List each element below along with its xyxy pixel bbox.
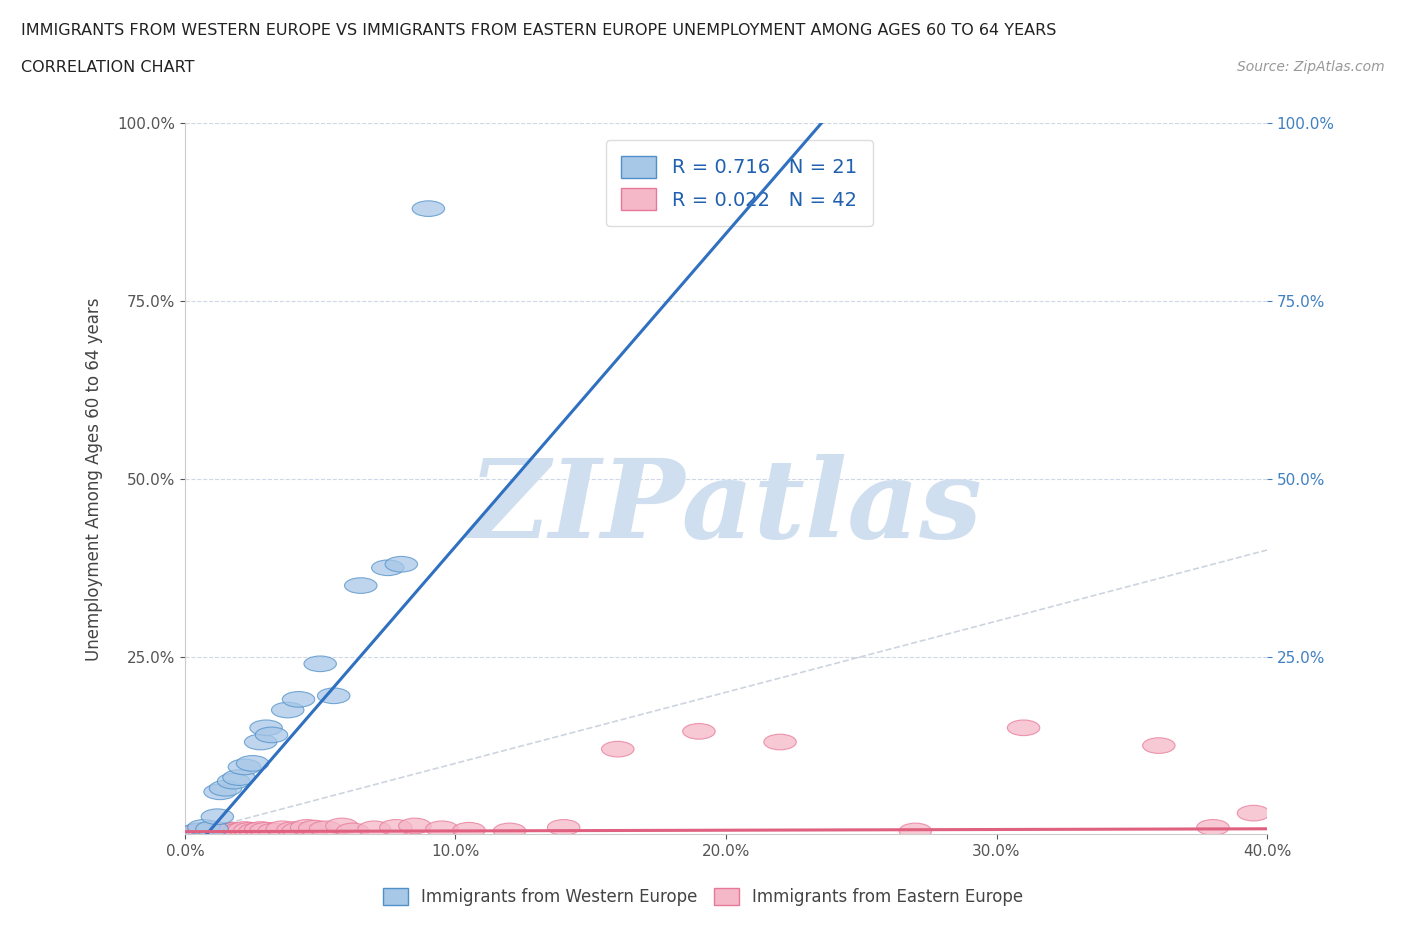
Ellipse shape: [763, 734, 796, 750]
Ellipse shape: [204, 824, 236, 840]
Ellipse shape: [245, 734, 277, 750]
Ellipse shape: [283, 822, 315, 838]
Ellipse shape: [190, 822, 222, 838]
Legend: R = 0.716   N = 21, R = 0.022   N = 42: R = 0.716 N = 21, R = 0.022 N = 42: [606, 140, 873, 226]
Ellipse shape: [222, 823, 256, 839]
Ellipse shape: [222, 770, 256, 786]
Ellipse shape: [1197, 819, 1229, 835]
Ellipse shape: [380, 819, 412, 835]
Ellipse shape: [898, 823, 932, 839]
Ellipse shape: [250, 822, 283, 838]
Ellipse shape: [209, 780, 242, 796]
Ellipse shape: [1007, 720, 1040, 736]
Ellipse shape: [256, 727, 288, 743]
Text: CORRELATION CHART: CORRELATION CHART: [21, 60, 194, 75]
Ellipse shape: [183, 823, 215, 839]
Ellipse shape: [277, 822, 309, 837]
Text: ZIPatlas: ZIPatlas: [470, 454, 983, 561]
Text: IMMIGRANTS FROM WESTERN EUROPE VS IMMIGRANTS FROM EASTERN EUROPE UNEMPLOYMENT AM: IMMIGRANTS FROM WESTERN EUROPE VS IMMIGR…: [21, 23, 1056, 38]
Ellipse shape: [309, 821, 342, 837]
Ellipse shape: [233, 822, 266, 838]
Ellipse shape: [195, 824, 228, 840]
Ellipse shape: [494, 823, 526, 839]
Ellipse shape: [193, 825, 225, 840]
Ellipse shape: [453, 822, 485, 838]
Ellipse shape: [228, 759, 260, 775]
Ellipse shape: [212, 824, 245, 840]
Ellipse shape: [239, 823, 271, 839]
Ellipse shape: [359, 821, 391, 837]
Ellipse shape: [209, 823, 242, 839]
Ellipse shape: [1143, 737, 1175, 753]
Ellipse shape: [271, 702, 304, 718]
Ellipse shape: [1237, 805, 1270, 821]
Ellipse shape: [371, 560, 404, 576]
Ellipse shape: [257, 823, 291, 839]
Ellipse shape: [236, 755, 269, 771]
Ellipse shape: [218, 774, 250, 789]
Ellipse shape: [228, 822, 260, 837]
Ellipse shape: [201, 823, 233, 839]
Ellipse shape: [283, 692, 315, 707]
Ellipse shape: [204, 784, 236, 800]
Ellipse shape: [412, 201, 444, 217]
Legend: Immigrants from Western Europe, Immigrants from Eastern Europe: Immigrants from Western Europe, Immigran…: [375, 881, 1031, 912]
Ellipse shape: [266, 821, 298, 837]
Ellipse shape: [291, 819, 323, 835]
Ellipse shape: [218, 822, 250, 838]
Ellipse shape: [207, 822, 239, 838]
Ellipse shape: [180, 825, 212, 840]
Ellipse shape: [304, 656, 336, 671]
Ellipse shape: [399, 818, 432, 834]
Ellipse shape: [245, 822, 277, 837]
Ellipse shape: [683, 724, 716, 739]
Ellipse shape: [195, 821, 228, 837]
Ellipse shape: [385, 556, 418, 572]
Y-axis label: Unemployment Among Ages 60 to 64 years: Unemployment Among Ages 60 to 64 years: [86, 298, 103, 660]
Text: Source: ZipAtlas.com: Source: ZipAtlas.com: [1237, 60, 1385, 74]
Ellipse shape: [201, 809, 233, 825]
Ellipse shape: [426, 821, 458, 837]
Ellipse shape: [298, 820, 330, 836]
Ellipse shape: [186, 823, 218, 839]
Ellipse shape: [318, 688, 350, 704]
Ellipse shape: [344, 578, 377, 593]
Ellipse shape: [187, 823, 221, 839]
Ellipse shape: [336, 823, 368, 839]
Ellipse shape: [602, 741, 634, 757]
Ellipse shape: [326, 818, 359, 834]
Ellipse shape: [547, 819, 579, 835]
Ellipse shape: [250, 720, 283, 736]
Ellipse shape: [187, 819, 221, 835]
